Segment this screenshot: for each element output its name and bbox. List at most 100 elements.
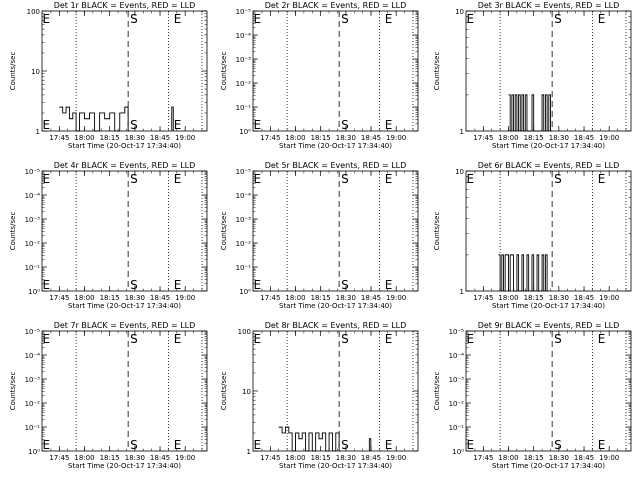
x-tick-label: 18:45 [361, 454, 381, 462]
y-tick-label: 10⁰ [239, 288, 251, 296]
y-tick-label: 10⁻³ [236, 56, 252, 64]
x-axis-label: Start Time (20-Oct-17 17:34:40) [492, 302, 605, 310]
marker-letter-top: E [254, 12, 262, 26]
events-series-line [59, 106, 174, 132]
y-tick-label: 100 [27, 8, 40, 16]
x-tick-label: 18:45 [574, 294, 594, 302]
marker-letter-top: E [385, 172, 393, 186]
marker-letter-bottom: E [385, 118, 393, 132]
events-series-line [508, 94, 552, 132]
y-tick-label: 10 [242, 388, 251, 396]
marker-letter-top: S [554, 12, 562, 26]
x-tick-label: 18:15 [100, 134, 120, 142]
marker-letter-top: E [43, 12, 51, 26]
x-axis-label: Start Time (20-Oct-17 17:34:40) [492, 462, 605, 470]
marker-letter-top: E [174, 332, 182, 346]
y-tick-label: 10⁻¹ [25, 264, 41, 272]
y-tick-label: 10⁻¹ [449, 424, 465, 432]
x-tick-label: 19:00 [599, 294, 619, 302]
x-tick-label: 18:15 [524, 454, 544, 462]
x-tick-label: 18:30 [549, 134, 569, 142]
marker-letter-bottom: S [341, 278, 349, 292]
y-tick-label: 10⁻¹ [236, 264, 252, 272]
x-tick-label: 18:30 [336, 134, 356, 142]
marker-letter-bottom: E [43, 278, 51, 292]
x-tick-label: 19:00 [386, 454, 406, 462]
x-tick-label: 19:00 [386, 294, 406, 302]
y-axis-label: Counts/sec [220, 372, 228, 411]
y-tick-label: 1 [460, 128, 464, 136]
chart-title: Det 6r BLACK = Events, RED = LLD [478, 161, 620, 170]
marker-letter-bottom: E [467, 438, 475, 452]
chart-panel: Det 6r BLACK = Events, RED = LLD 1 10 17:45… [433, 161, 632, 310]
marker-letter-bottom: S [341, 118, 349, 132]
marker-letter-top: S [130, 12, 138, 26]
y-tick-label: 10⁻⁴ [25, 352, 41, 360]
x-tick-label: 18:00 [74, 294, 94, 302]
x-tick-label: 18:15 [311, 134, 331, 142]
y-tick-label: 10⁰ [239, 128, 251, 136]
y-tick-label: 10⁻⁴ [236, 32, 252, 40]
y-tick-label: 1 [460, 288, 464, 296]
x-tick-label: 17:45 [49, 454, 69, 462]
y-axis-label: Counts/sec [220, 52, 228, 91]
x-tick-label: 18:45 [574, 134, 594, 142]
x-tick-label: 19:00 [599, 134, 619, 142]
chart-panel: Det 2r BLACK = Events, RED = LLD 10⁰ 10⁻¹ 1… [220, 1, 419, 150]
x-tick-label: 18:30 [125, 454, 145, 462]
marker-letter-top: E [598, 332, 606, 346]
marker-letter-bottom: E [598, 438, 606, 452]
marker-letter-top: E [598, 12, 606, 26]
events-series-line [278, 426, 372, 452]
x-tick-label: 18:00 [498, 294, 518, 302]
x-tick-label: 18:45 [150, 454, 170, 462]
y-tick-label: 100 [238, 328, 251, 336]
y-axis-label: Counts/sec [9, 52, 17, 91]
y-axis-label: Counts/sec [220, 212, 228, 251]
x-tick-label: 18:45 [150, 134, 170, 142]
x-axis-label: Start Time (20-Oct-17 17:34:40) [68, 462, 181, 470]
marker-letter-top: S [554, 332, 562, 346]
chart-panel: Det 7r BLACK = Events, RED = LLD 10⁰ 10⁻¹ 1… [9, 321, 208, 470]
plot-frame [41, 330, 208, 452]
x-axis-label: Start Time (20-Oct-17 17:34:40) [68, 142, 181, 150]
events-series-line [498, 254, 549, 292]
plot-frame [252, 170, 419, 292]
x-tick-label: 18:45 [361, 294, 381, 302]
y-tick-label: 10⁻⁴ [449, 352, 465, 360]
marker-letter-top: S [341, 12, 349, 26]
marker-letter-bottom: E [43, 118, 51, 132]
x-axis-label: Start Time (20-Oct-17 17:34:40) [279, 142, 392, 150]
x-tick-label: 18:30 [125, 294, 145, 302]
x-tick-label: 19:00 [175, 294, 195, 302]
x-tick-label: 18:00 [74, 454, 94, 462]
marker-letter-bottom: E [385, 438, 393, 452]
x-tick-label: 17:45 [473, 134, 493, 142]
y-axis-label: Counts/sec [9, 372, 17, 411]
marker-letter-top: E [254, 172, 262, 186]
chart-panel: Det 5r BLACK = Events, RED = LLD 10⁰ 10⁻¹ 1… [220, 161, 419, 310]
y-tick-label: 10⁻³ [25, 216, 41, 224]
y-tick-label: 10⁻⁴ [236, 192, 252, 200]
x-tick-label: 17:45 [260, 294, 280, 302]
marker-letter-top: E [467, 332, 475, 346]
x-axis-label: Start Time (20-Oct-17 17:34:40) [68, 302, 181, 310]
x-tick-label: 17:45 [260, 454, 280, 462]
y-tick-label: 10⁻³ [25, 376, 41, 384]
marker-letter-bottom: E [174, 118, 182, 132]
x-tick-label: 18:00 [498, 454, 518, 462]
y-tick-label: 10⁻⁵ [236, 8, 252, 16]
y-tick-label: 10⁻⁵ [25, 328, 41, 336]
marker-letter-bottom: S [130, 278, 138, 292]
chart-panel: Det 9r BLACK = Events, RED = LLD 10⁰ 10⁻¹ 1… [433, 321, 632, 470]
x-tick-label: 18:15 [100, 294, 120, 302]
marker-letter-bottom: S [130, 438, 138, 452]
x-tick-label: 18:45 [150, 294, 170, 302]
marker-letter-top: E [174, 172, 182, 186]
marker-letter-bottom: E [43, 438, 51, 452]
chart-title: Det 4r BLACK = Events, RED = LLD [54, 161, 196, 170]
x-tick-label: 17:45 [473, 294, 493, 302]
chart-title: Det 5r BLACK = Events, RED = LLD [265, 161, 407, 170]
x-tick-label: 18:30 [549, 294, 569, 302]
